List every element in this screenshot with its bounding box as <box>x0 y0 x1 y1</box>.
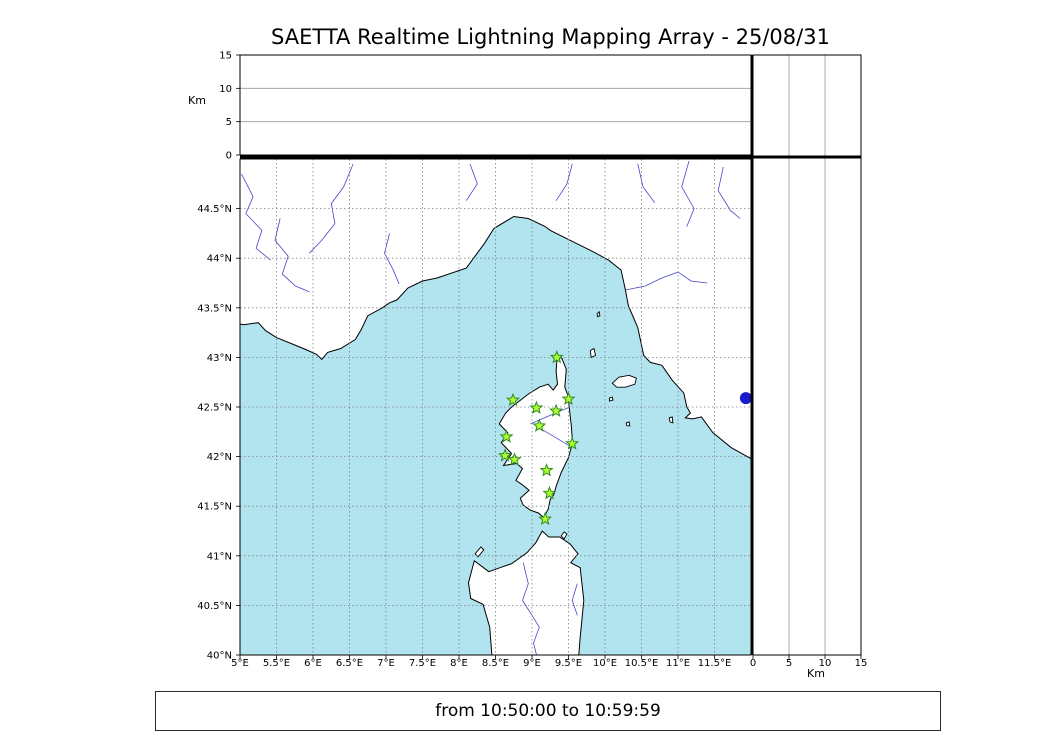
river <box>626 271 708 291</box>
island-elba <box>611 374 637 388</box>
lat-tick-label: 42°N <box>207 452 232 463</box>
km-axis-label-bottom: Km <box>807 667 825 680</box>
lon-tick-label: 10.5°E <box>625 658 659 669</box>
river <box>637 163 655 203</box>
island-gorgona <box>596 310 601 318</box>
lat-tick-label: 41°N <box>207 551 232 562</box>
station-marker <box>506 392 520 406</box>
lon-tick-label: 5°E <box>231 658 249 669</box>
lat-tick-label: 43.5°N <box>197 303 232 314</box>
lat-tick-label: 44°N <box>207 254 232 265</box>
time-range-text: from 10:50:00 to 10:59:59 <box>435 701 661 721</box>
station-marker <box>549 350 564 364</box>
coastline-corsica <box>498 355 574 519</box>
river <box>717 166 741 219</box>
island-giglio <box>668 416 674 424</box>
river <box>465 163 478 201</box>
station-marker <box>565 436 580 450</box>
km-axis-label-left: Km <box>188 94 206 107</box>
station-marker <box>498 448 512 462</box>
island-capraia <box>589 347 597 359</box>
coastline-sardinia <box>467 530 585 655</box>
alt-tick-label-left: 0 <box>226 151 232 162</box>
river <box>540 428 571 448</box>
station-marker <box>532 418 547 432</box>
station-marker <box>549 403 564 417</box>
right-panel-frame <box>752 54 862 656</box>
lon-tick-label: 8.5°E <box>482 658 509 669</box>
station-marker <box>542 485 557 500</box>
axis-labels: Km Km 44.5°N 44°N 43.5°N 43°N 42.5°N 42°N 41.5… <box>188 51 867 681</box>
station-marker <box>529 400 544 414</box>
river <box>681 160 695 227</box>
lon-tick-label: 11.5°E <box>698 658 732 669</box>
lon-tick-label: 6.5°E <box>336 658 363 669</box>
lat-tick-label: 40°N <box>207 651 232 662</box>
river <box>309 163 354 254</box>
lat-tick-label: 43°N <box>207 353 232 364</box>
alt-tick-label-bottom: 5 <box>786 658 792 669</box>
station-marker <box>507 452 522 466</box>
river <box>274 218 310 293</box>
station-marker <box>561 391 576 405</box>
lat-tick-label: 40.5°N <box>197 601 232 612</box>
alt-tick-label-left: 10 <box>219 84 232 95</box>
island-maddalena <box>560 531 568 540</box>
lon-tick-label: 8°E <box>450 658 468 669</box>
time-range-box: from 10:50:00 to 10:59:59 <box>155 691 941 731</box>
lon-tick-label: 11°E <box>666 658 690 669</box>
lon-tick-label: 7°E <box>377 658 395 669</box>
top-panel-frame <box>239 54 752 156</box>
map-panel <box>240 159 751 655</box>
lon-tick-label: 10°E <box>593 658 617 669</box>
lon-tick-label: 6°E <box>304 658 322 669</box>
island-pianosa <box>608 396 614 402</box>
page-title: SAETTA Realtime Lightning Mapping Array … <box>271 25 830 49</box>
lon-tick-label: 7.5°E <box>409 658 436 669</box>
lon-tick-label: 5.5°E <box>263 658 290 669</box>
station-marker <box>539 463 554 477</box>
coastline-mainland <box>240 159 751 460</box>
alt-tick-label-bottom: 0 <box>750 658 756 669</box>
lake-bolsena <box>739 392 751 405</box>
river <box>241 173 271 261</box>
river <box>555 163 573 201</box>
alt-tick-label-bottom: 10 <box>819 658 832 669</box>
station-marker <box>538 511 553 526</box>
lat-tick-label: 41.5°N <box>197 502 232 513</box>
alt-tick-label-left: 15 <box>219 51 232 62</box>
alt-tick-label-bottom: 15 <box>855 658 868 669</box>
river <box>571 583 578 616</box>
lon-tick-label: 9.5°E <box>555 658 582 669</box>
river <box>384 233 400 285</box>
station-marker <box>499 429 514 443</box>
lat-tick-label: 42.5°N <box>197 403 232 414</box>
lat-tick-label: 44.5°N <box>197 204 232 215</box>
island-montecristo <box>625 421 631 427</box>
lon-tick-label: 9°E <box>523 658 541 669</box>
alt-tick-label-left: 5 <box>226 117 232 128</box>
